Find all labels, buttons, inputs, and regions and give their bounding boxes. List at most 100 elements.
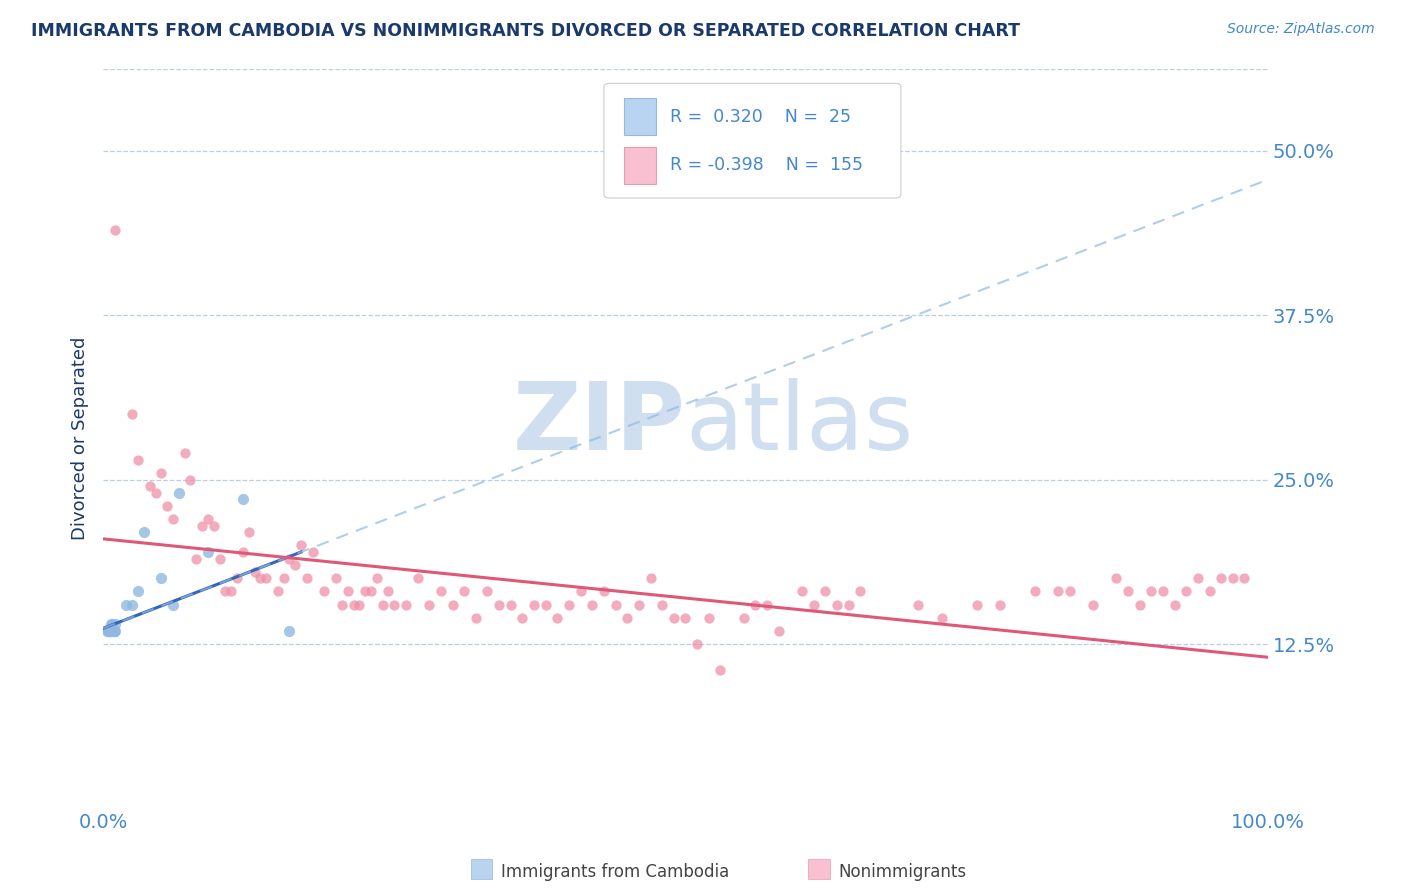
Point bbox=[546, 611, 568, 625]
Point bbox=[593, 584, 616, 599]
Point bbox=[395, 598, 418, 612]
Text: atlas: atlas bbox=[686, 377, 914, 470]
Point bbox=[382, 598, 405, 612]
Point bbox=[1152, 584, 1174, 599]
Point bbox=[97, 624, 120, 638]
Point bbox=[697, 611, 720, 625]
Point bbox=[267, 584, 290, 599]
Point bbox=[97, 624, 120, 638]
Point bbox=[179, 473, 201, 487]
Point bbox=[96, 624, 118, 638]
Text: R =  0.320    N =  25: R = 0.320 N = 25 bbox=[671, 108, 851, 126]
Point bbox=[145, 485, 167, 500]
FancyBboxPatch shape bbox=[605, 83, 901, 198]
Point bbox=[768, 624, 790, 638]
Point bbox=[430, 584, 453, 599]
Point bbox=[1129, 598, 1152, 612]
Point bbox=[1222, 571, 1244, 585]
Point bbox=[325, 571, 347, 585]
Point bbox=[278, 624, 301, 638]
FancyBboxPatch shape bbox=[624, 98, 657, 136]
Text: Source: ZipAtlas.com: Source: ZipAtlas.com bbox=[1227, 22, 1375, 37]
Point bbox=[907, 598, 929, 612]
Point bbox=[605, 598, 627, 612]
Point bbox=[103, 624, 125, 638]
Point bbox=[803, 598, 825, 612]
Point bbox=[104, 617, 127, 632]
Point bbox=[1081, 598, 1104, 612]
Point bbox=[273, 571, 295, 585]
Point bbox=[1175, 584, 1198, 599]
Point bbox=[988, 598, 1011, 612]
Point bbox=[377, 584, 399, 599]
Point bbox=[558, 598, 581, 612]
Point bbox=[232, 545, 254, 559]
Point bbox=[534, 598, 557, 612]
Point bbox=[191, 518, 214, 533]
Point bbox=[278, 551, 301, 566]
Point bbox=[523, 598, 546, 612]
Point bbox=[1233, 571, 1256, 585]
Point bbox=[349, 598, 371, 612]
Text: IMMIGRANTS FROM CAMBODIA VS NONIMMIGRANTS DIVORCED OR SEPARATED CORRELATION CHAR: IMMIGRANTS FROM CAMBODIA VS NONIMMIGRANT… bbox=[31, 22, 1019, 40]
Point bbox=[202, 518, 225, 533]
Point bbox=[744, 598, 766, 612]
Text: Immigrants from Cambodia: Immigrants from Cambodia bbox=[501, 863, 728, 881]
Point bbox=[1059, 584, 1081, 599]
Point bbox=[100, 624, 122, 638]
Point bbox=[756, 598, 779, 612]
Point bbox=[1024, 584, 1046, 599]
Point bbox=[104, 222, 127, 236]
Point bbox=[686, 637, 709, 651]
Point bbox=[238, 525, 260, 540]
Point bbox=[1163, 598, 1185, 612]
Point bbox=[709, 664, 731, 678]
Point bbox=[330, 598, 353, 612]
Point bbox=[733, 611, 755, 625]
Point bbox=[232, 492, 254, 507]
Point bbox=[162, 598, 184, 612]
Point bbox=[931, 611, 953, 625]
Point bbox=[464, 611, 486, 625]
Point bbox=[453, 584, 475, 599]
Point bbox=[156, 499, 179, 513]
Point bbox=[371, 598, 394, 612]
Point bbox=[849, 584, 872, 599]
Point bbox=[219, 584, 242, 599]
Point bbox=[103, 624, 125, 638]
Point bbox=[115, 598, 138, 612]
Point bbox=[208, 551, 231, 566]
Point bbox=[512, 611, 534, 625]
Point bbox=[127, 584, 149, 599]
FancyBboxPatch shape bbox=[624, 146, 657, 184]
Text: ZIP: ZIP bbox=[513, 377, 686, 470]
Point bbox=[150, 571, 173, 585]
Point bbox=[790, 584, 813, 599]
Point bbox=[101, 617, 124, 632]
Point bbox=[197, 512, 219, 526]
Point bbox=[100, 624, 122, 638]
Point bbox=[1116, 584, 1139, 599]
Point bbox=[295, 571, 318, 585]
Point bbox=[1211, 571, 1233, 585]
Point bbox=[1198, 584, 1220, 599]
Point bbox=[441, 598, 464, 612]
Point bbox=[406, 571, 429, 585]
Point bbox=[243, 565, 266, 579]
Point bbox=[103, 624, 125, 638]
Point bbox=[150, 466, 173, 480]
Point bbox=[121, 407, 143, 421]
Point bbox=[651, 598, 673, 612]
Point bbox=[214, 584, 236, 599]
Point bbox=[966, 598, 988, 612]
Point bbox=[418, 598, 440, 612]
Point bbox=[226, 571, 249, 585]
Point bbox=[662, 611, 685, 625]
Point bbox=[488, 598, 510, 612]
Point bbox=[301, 545, 323, 559]
Point bbox=[342, 598, 364, 612]
Point bbox=[675, 611, 697, 625]
Point bbox=[197, 545, 219, 559]
Point bbox=[127, 453, 149, 467]
Point bbox=[581, 598, 603, 612]
